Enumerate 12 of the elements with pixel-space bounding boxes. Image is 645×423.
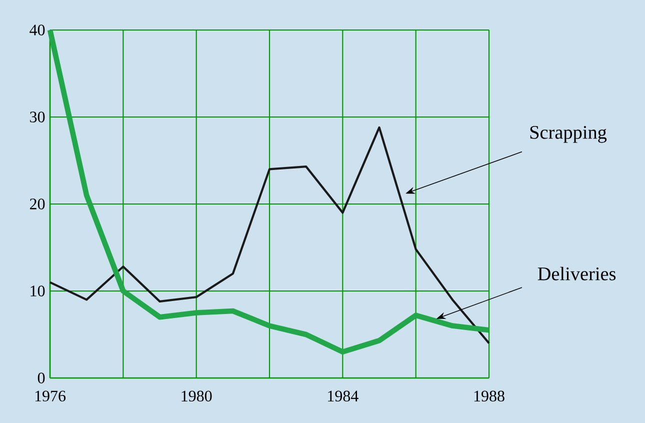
x-tick-label: 1976: [35, 390, 66, 402]
y-tick-label: 20: [30, 198, 45, 210]
y-tick-label: 0: [38, 372, 45, 384]
y-tick-label: 30: [30, 112, 45, 122]
text: Deliveries: [538, 266, 616, 280]
y-tick-label: 40: [30, 24, 45, 36]
line-series: [48, 126, 490, 344]
x-tick-label: 1984: [328, 390, 358, 402]
x-tick-label: 1988: [474, 390, 504, 402]
text: Scrapping: [530, 126, 607, 143]
y-tick-label: 10: [30, 286, 45, 296]
x-tick-label: 1980: [182, 390, 212, 402]
